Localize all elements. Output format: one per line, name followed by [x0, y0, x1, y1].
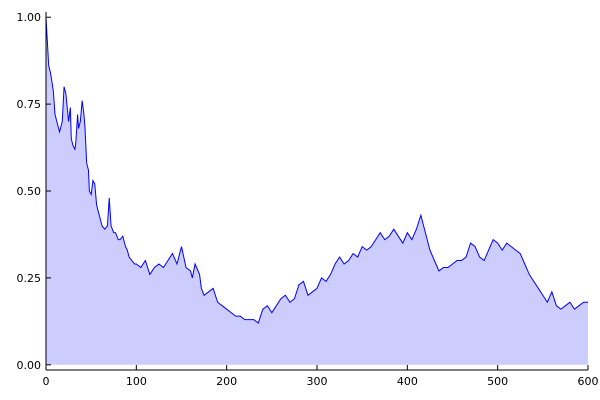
data-line [45, 17, 588, 324]
y-tick-label: 1.00 [17, 11, 42, 24]
x-tick-label: 200 [216, 375, 237, 388]
x-tick-label: 500 [487, 375, 508, 388]
x-tick-label: 100 [126, 375, 147, 388]
x-tick-label: 600 [578, 375, 599, 388]
y-tick-label: 0.00 [17, 359, 42, 372]
y-tick-label: 0.75 [17, 98, 42, 111]
y-tick-label: 0.25 [17, 272, 42, 285]
x-tick-label: 400 [397, 375, 418, 388]
x-ticks: 0 100 200 300 400 500 600 [43, 365, 599, 388]
y-ticks: 0.00 0.25 0.50 0.75 1.00 [17, 11, 51, 372]
y-tick-label: 0.50 [17, 185, 42, 198]
x-tick-label: 0 [43, 375, 50, 388]
area-fill [46, 17, 588, 365]
x-tick-label: 300 [307, 375, 328, 388]
